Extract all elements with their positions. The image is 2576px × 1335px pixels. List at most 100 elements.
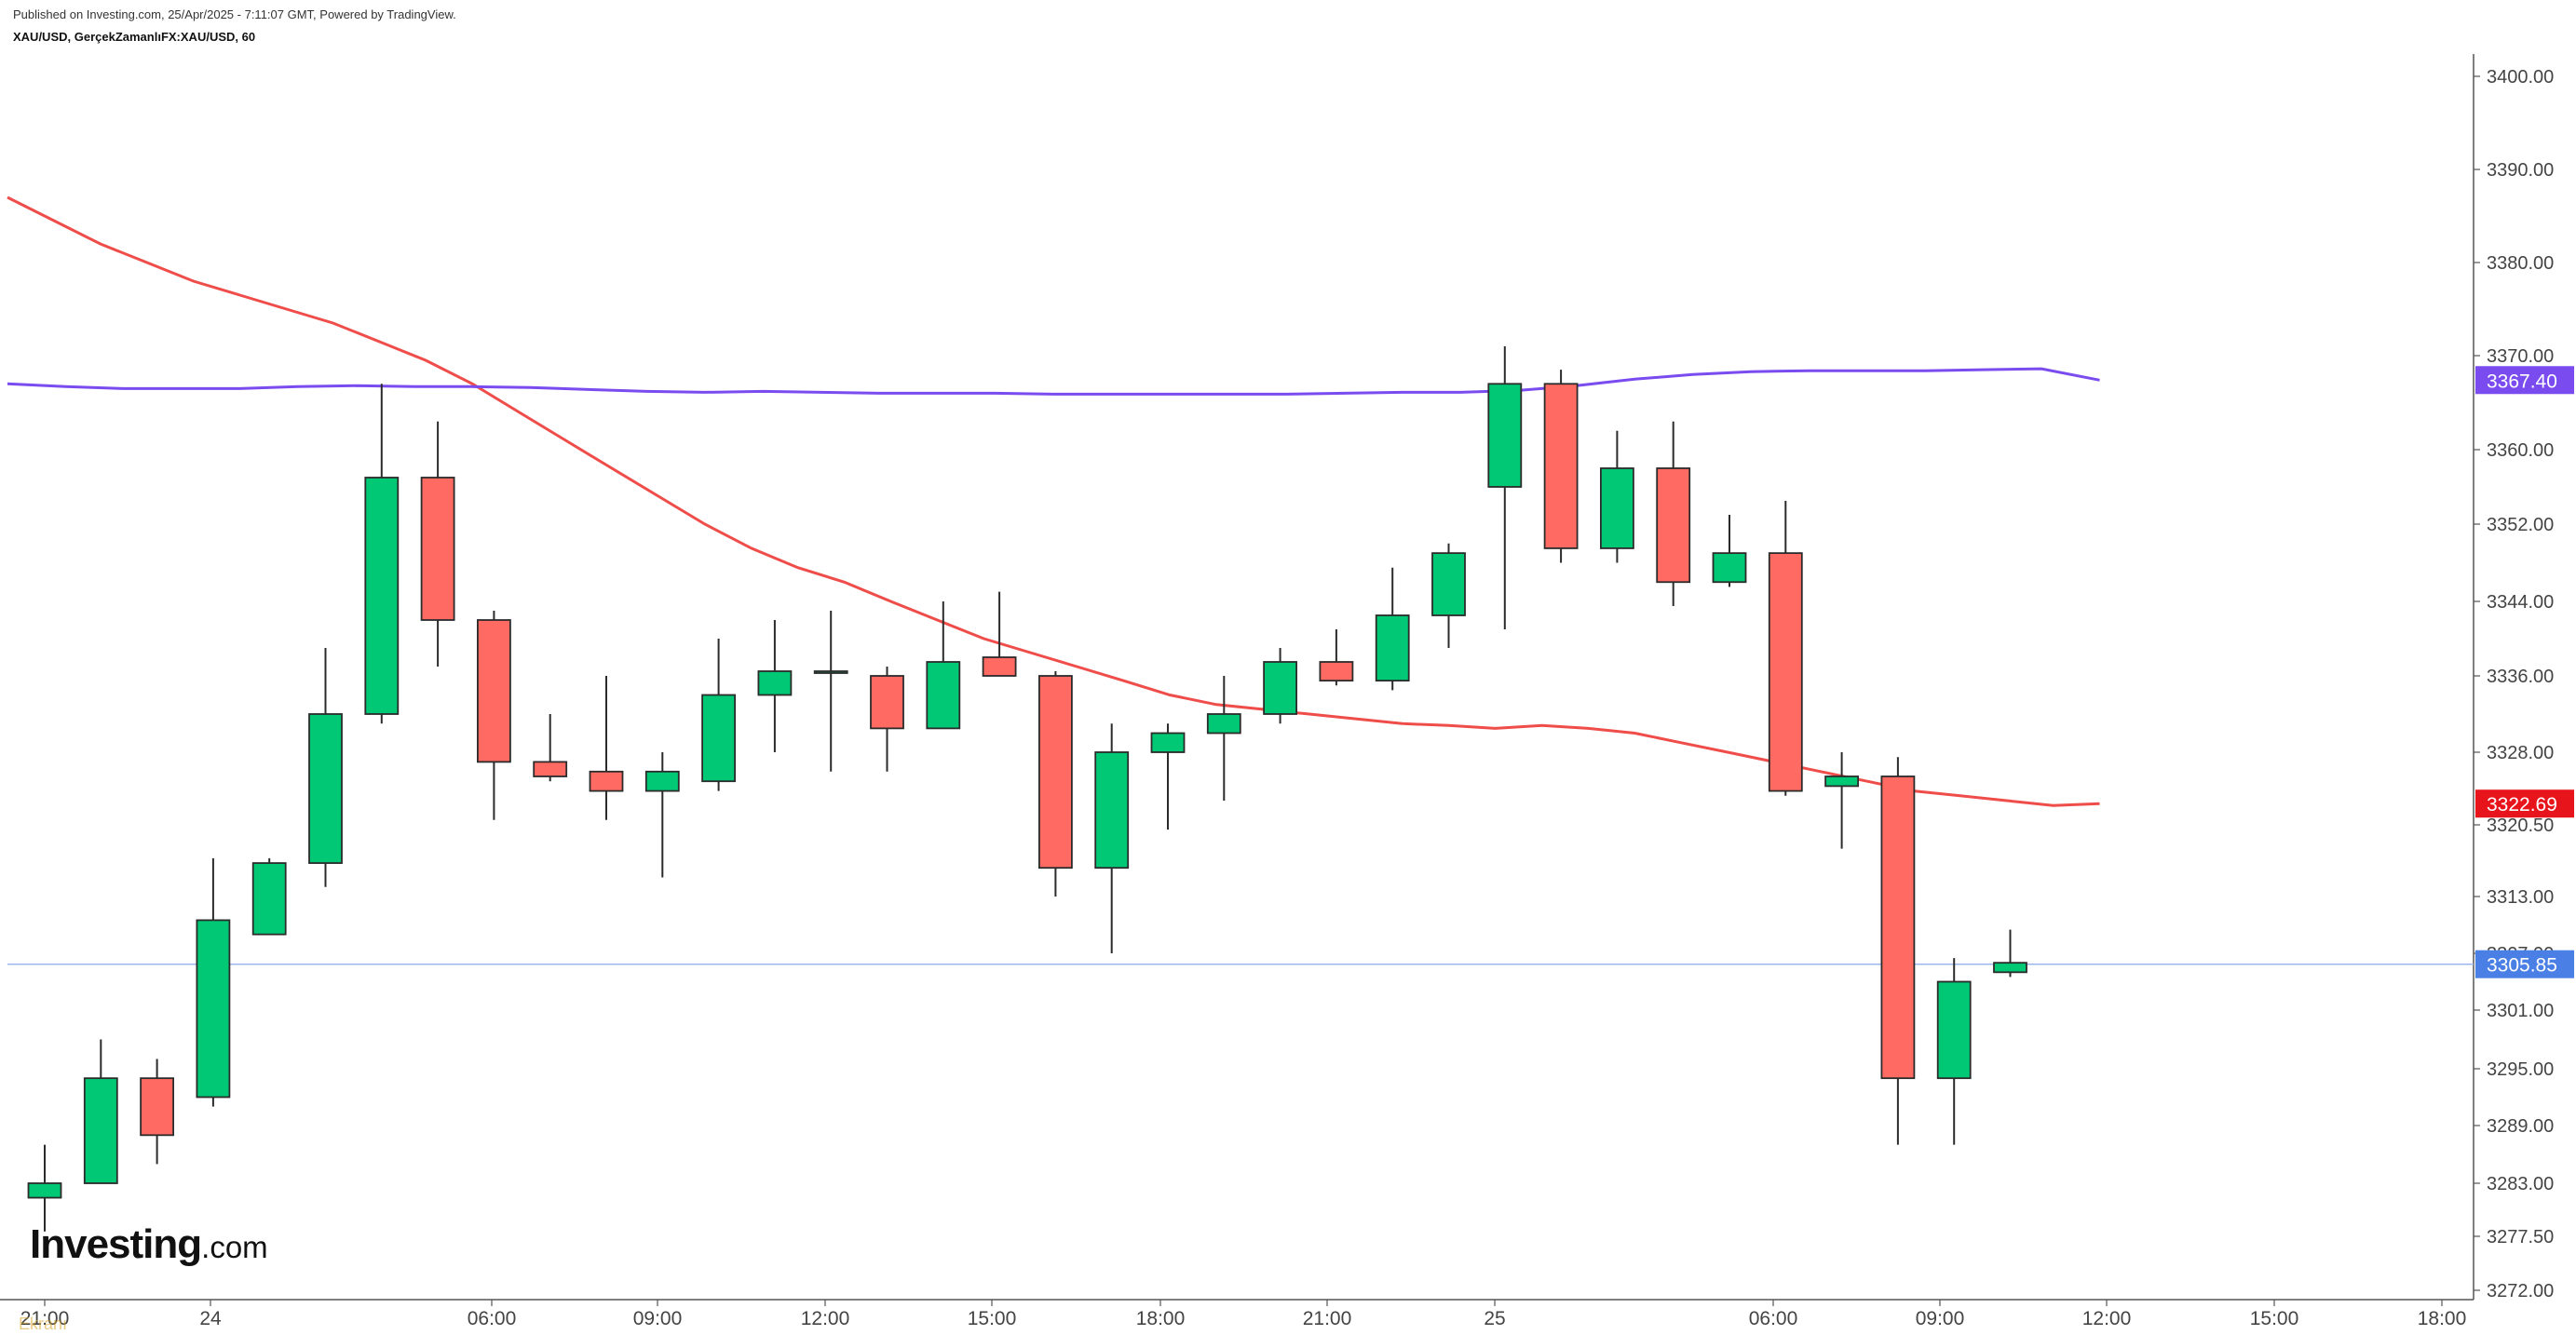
candle-body-up — [701, 694, 736, 783]
candle — [308, 648, 343, 887]
candle-body-up — [1263, 661, 1297, 715]
candle — [1094, 723, 1130, 953]
candle-body-down — [140, 1077, 175, 1137]
ma-red-line — [7, 196, 2100, 807]
price-tick-label: 3277.50 — [2487, 1227, 2554, 1247]
candle — [1656, 421, 1691, 606]
last-price-tag-text: 3305.85 — [2487, 955, 2557, 977]
candle — [27, 1144, 62, 1232]
candle-body-down — [533, 761, 568, 777]
candle — [870, 667, 904, 772]
last-price-tag: 3305.85 — [2475, 950, 2574, 978]
time-tick-label: 25 — [1484, 1308, 1505, 1329]
candle — [1431, 543, 1466, 648]
price-tick-label: 3352.00 — [2487, 515, 2554, 535]
symbol-caption: XAU/USD, GerçekZamanlıFX:XAU/USD, 60 — [13, 30, 256, 44]
candle — [477, 611, 511, 820]
candle — [1768, 501, 1803, 796]
candle — [420, 421, 455, 667]
candle-body-down — [982, 656, 1017, 677]
logo-suffix-text: .com — [201, 1230, 268, 1264]
candles-layer — [27, 346, 2027, 1232]
time-tick-label: 21:00 — [1303, 1308, 1352, 1329]
candle — [1712, 515, 1747, 587]
candle-body-up — [27, 1182, 62, 1199]
indicator-layer — [7, 196, 2474, 965]
candle — [1487, 346, 1523, 629]
time-tick-label: 24 — [199, 1308, 222, 1329]
candle-body-up — [364, 477, 400, 715]
price-tick-label: 3313.00 — [2487, 887, 2554, 908]
candle-body-up — [926, 661, 961, 730]
candle — [1150, 723, 1186, 830]
candle-body-up — [1824, 775, 1859, 788]
candle-body-up — [1150, 732, 1186, 753]
candle — [1263, 648, 1297, 724]
time-tick-label: 09:00 — [1916, 1308, 1965, 1329]
candle-body-down — [420, 477, 455, 621]
candle — [1993, 929, 2027, 978]
time-tick-label: 15:00 — [968, 1308, 1017, 1329]
time-tick-label: 15:00 — [2250, 1308, 2299, 1329]
price-tick-label: 3360.00 — [2487, 440, 2554, 461]
candle — [83, 1039, 118, 1184]
candle — [813, 611, 848, 772]
price-tick-label: 3344.00 — [2487, 592, 2554, 613]
candle — [1880, 757, 1916, 1145]
ma-red-value-tag-bg — [2475, 789, 2574, 818]
time-tick-label: 21:00 — [20, 1308, 70, 1329]
candle-body-up — [251, 862, 287, 936]
candle-body-down — [1319, 661, 1354, 682]
candle-body-up — [1600, 467, 1634, 549]
logo-bold-text: Investing — [30, 1221, 202, 1267]
candle-body-up — [1206, 713, 1241, 735]
time-tick-label: 12:00 — [801, 1308, 850, 1329]
candle-body-up — [757, 670, 793, 696]
candle-body-down — [1543, 383, 1579, 549]
ma-purple-value-tag-bg — [2475, 366, 2574, 395]
candle — [196, 857, 231, 1107]
candle — [251, 857, 287, 936]
candle-body-up — [1431, 552, 1466, 616]
ma-purple-value-tag-text: 3367.40 — [2487, 371, 2557, 392]
candle — [1936, 958, 1972, 1145]
candle — [533, 714, 568, 782]
candle — [926, 601, 961, 730]
candle — [1600, 430, 1634, 563]
candle — [140, 1059, 175, 1165]
candle-body-down — [1768, 552, 1803, 792]
candle-body-up — [644, 770, 680, 792]
candle-body-up — [1094, 751, 1130, 870]
price-tick-label: 3272.00 — [2487, 1281, 2554, 1301]
price-tick-label: 3336.00 — [2487, 667, 2554, 687]
candle — [701, 639, 736, 791]
price-tick-label: 3289.00 — [2487, 1116, 2554, 1137]
candle-body-up — [1712, 552, 1747, 584]
price-tick-label: 3328.00 — [2487, 743, 2554, 763]
candle — [1319, 629, 1354, 686]
candle-body-up — [308, 713, 343, 864]
candle — [1375, 567, 1410, 691]
candle-body-down — [1656, 467, 1691, 584]
candle — [982, 591, 1017, 677]
time-tick-label: 18:00 — [2418, 1308, 2467, 1329]
price-tick-label: 3380.00 — [2487, 253, 2554, 274]
candle-body-up — [83, 1077, 118, 1184]
price-tick-label: 3400.00 — [2487, 67, 2554, 88]
ma-purple-value-tag: 3367.40 — [2475, 366, 2574, 395]
price-tick-label: 3283.00 — [2487, 1174, 2554, 1194]
price-tick-label: 3390.00 — [2487, 160, 2554, 181]
watermark-text: Ekranı — [19, 1315, 68, 1333]
candle — [757, 620, 793, 752]
candle — [1206, 676, 1241, 801]
price-tick-label: 3301.00 — [2487, 1001, 2554, 1021]
candle-body-up — [813, 670, 848, 674]
candle-body-down — [1038, 675, 1073, 870]
candle — [1824, 752, 1859, 849]
ma-red-value-tag: 3322.69 — [2475, 789, 2574, 818]
candle-body-up — [1487, 383, 1523, 488]
candle-body-down — [589, 770, 624, 792]
candle — [1543, 370, 1579, 563]
price-tick-label: 3370.00 — [2487, 346, 2554, 367]
